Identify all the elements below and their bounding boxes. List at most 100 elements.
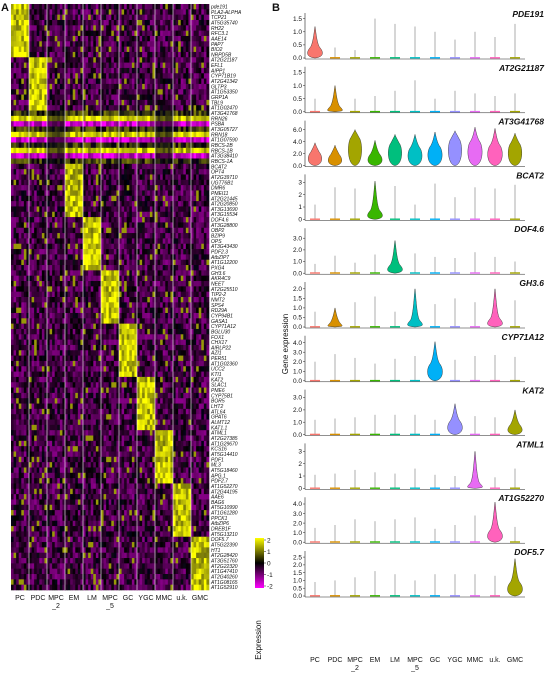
violin-mark-base — [450, 110, 460, 113]
heatmap-gene-label: CYP71B19 — [211, 74, 236, 80]
violin-mark-base — [310, 595, 320, 597]
violin-mark-base — [390, 379, 400, 382]
legend-title: Expression — [254, 620, 263, 660]
violin-mark — [367, 139, 383, 166]
violin-mark-base — [490, 57, 500, 59]
violin-y-tick-label: 4.0 — [293, 139, 302, 146]
panel-label-a: A — [1, 2, 9, 14]
heatmap-gene-label: PAP7 — [211, 42, 224, 48]
violin-mark-base — [490, 272, 500, 274]
violin-mark-base — [310, 218, 320, 220]
violin-mark-base — [350, 57, 360, 59]
heatmap-gene-label: AIPP1 — [210, 68, 225, 74]
heatmap-gene-label: PDF2.3 — [211, 250, 228, 256]
heatmap-gene-label: AT2G41342 — [210, 79, 238, 85]
violin-mark — [487, 501, 503, 543]
violin-mark-base — [510, 272, 520, 274]
heatmap-gene-label: BGLU30 — [211, 329, 230, 335]
violin-y-tick-label: 3.0 — [293, 395, 302, 402]
heatmap-cluster-label: MMC — [156, 595, 173, 602]
violin-gene-title: DOF4.6 — [514, 224, 544, 234]
violin-y-tick-label: 1.0 — [293, 29, 302, 36]
heatmap-cluster-label: PDC — [31, 595, 46, 602]
heatmap-gene-label: EFL1 — [211, 63, 223, 69]
violin-y-tick-label: 0.0 — [293, 55, 302, 62]
heatmap-cluster-labels: PC PDC MPC _2 EM LM MPC _5 GC YGC MMC u.k. GMC — [15, 595, 208, 610]
violin-subplot: 0.00.51.01.52.02.5 DOF5.7 — [293, 547, 545, 600]
violin-y-tick-label: 2.0 — [293, 286, 302, 293]
heatmap-gene-label: FOX1 — [211, 335, 224, 341]
violin-subplot: 0.0 2.0 4.0 6.0 AT3G41768 — [293, 117, 544, 170]
heatmap-gene-label: AT1G02360 — [210, 361, 238, 367]
heatmap-gene-label: AT1G02470 — [210, 106, 238, 112]
violin-mark-base — [310, 379, 320, 382]
violin-mark-base — [470, 433, 480, 436]
heatmap-gene-label: RBCS-1A — [211, 159, 233, 165]
violin-mark-base — [510, 487, 520, 489]
violin-mark — [327, 307, 343, 328]
heatmap-gene-label: PXG4 — [211, 266, 225, 272]
violin-mark-base — [390, 487, 400, 489]
heatmap-panel: pde191PLA2-ALPHATCP21AT5G35740RH22RFC3.1… — [11, 4, 273, 660]
violin-mark-base — [430, 57, 440, 59]
heatmap-gene-label: GH3.6 — [211, 271, 226, 277]
violin-mark-base — [330, 541, 340, 543]
violin-mark-base — [310, 110, 320, 113]
heatmap-cluster-label: PC — [15, 595, 25, 602]
heatmap-gene-label: PDF1 — [211, 457, 224, 463]
violin-mark-base — [470, 595, 480, 597]
violin-mark-base — [490, 110, 500, 113]
violin-subplot: 0.0 0.5 1.0 1.5 2.0 GH3.6 — [293, 278, 544, 331]
violin-mark-base — [430, 595, 440, 597]
heatmap-gene-label: AT2G44195 — [210, 489, 238, 495]
violin-mark-base — [370, 595, 380, 597]
heatmap-gene-label: AT2G40260 — [210, 574, 238, 580]
violin-mark-base — [410, 110, 420, 113]
violin-mark — [328, 144, 342, 166]
violin-subplot: 0.0 1.0 2.0 3.0 KAT2 — [293, 386, 544, 439]
heatmap-cluster-label: u.k. — [176, 595, 187, 602]
violin-y-tick-label: 1.5 — [293, 70, 302, 77]
heatmap-gene-label: OPS — [211, 239, 222, 245]
heatmap-gene-label: PME6 — [211, 388, 225, 394]
heatmap-gene-label: AT1G12200 — [210, 260, 238, 266]
violin-mark-base — [450, 218, 460, 220]
violin-gene-title: ATML1 — [515, 439, 544, 449]
heatmap-gene-label: AT5G35740 — [210, 20, 238, 26]
heatmap-gene-label: ALMT12 — [210, 420, 230, 426]
heatmap-gene-label: pde191 — [210, 4, 228, 10]
violin-mark-base — [350, 595, 360, 597]
violin-gene-title: GH3.6 — [519, 278, 544, 288]
violin-y-tick-label: 1.5 — [293, 570, 302, 577]
violin-y-tick-label: 0.5 — [293, 96, 302, 103]
violin-mark-base — [470, 272, 480, 274]
violin-mark — [448, 130, 462, 166]
heatmap-gene-label: AT5G14410 — [210, 452, 238, 458]
violin-mark-base — [330, 272, 340, 274]
heatmap-gene-label: BIO2 — [211, 47, 223, 53]
heatmap-gene-label: AT5G22390 — [210, 543, 238, 549]
violin-y-tick-label: 0.0 — [293, 593, 302, 600]
violin-y-tick-label: 0.5 — [293, 42, 302, 49]
heatmap-gene-label: AKR4C9 — [210, 276, 231, 282]
violin-y-tick-label: 1.0 — [293, 259, 302, 266]
heatmap-gene-label: AAE14 — [210, 36, 227, 42]
violin-y-tick-label: 2 — [298, 192, 302, 199]
heatmap-cluster-label: MPC _2 — [48, 595, 64, 610]
violin-cluster-label: EM — [370, 657, 381, 664]
heatmap-gene-label: AT1G07590 — [210, 138, 238, 144]
violin-mark-base — [350, 433, 360, 436]
expression-legend: 2 1 0 -1 -2 Expression — [254, 537, 273, 659]
legend-tick-label: 0 — [267, 560, 271, 567]
violin-y-tick-label: 1.5 — [293, 16, 302, 23]
violin-mark-base — [490, 487, 500, 489]
heatmap-gene-label: AT3G41768 — [210, 111, 238, 117]
violin-mark-base — [450, 57, 460, 59]
violin-mark — [307, 25, 323, 59]
legend-tick-label: 1 — [267, 549, 271, 556]
violin-mark — [507, 409, 523, 435]
violin-y-tick-label: 1.0 — [293, 530, 302, 537]
heatmap-gene-label: RRN18 — [211, 132, 228, 138]
heatmap-gene-label: GRP1A — [211, 95, 229, 101]
violin-mark-base — [310, 433, 320, 436]
